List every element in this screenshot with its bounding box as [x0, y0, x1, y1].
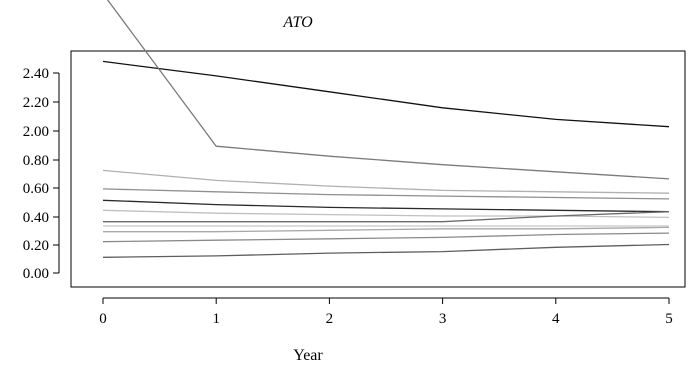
- x-tick-label: 0: [99, 311, 107, 327]
- series-line-3: [102, 169, 670, 194]
- x-axis-label: Year: [293, 347, 323, 364]
- y-tick-label: 0.40: [23, 210, 49, 226]
- series-line-7: [103, 211, 670, 223]
- series-line-2: [106, 0, 670, 180]
- x-axis-ticks: 0 1 2 3 4 5: [99, 298, 673, 327]
- y-tick-label: 0.00: [23, 266, 49, 282]
- x-tick-label: 3: [439, 311, 447, 327]
- chart-title: ATO: [282, 14, 313, 31]
- y-tick-label: 0.80: [23, 153, 49, 169]
- y-tick-label: 0.60: [23, 181, 49, 197]
- y-tick-label: 0.20: [23, 238, 49, 254]
- series-lines: [102, 0, 670, 258]
- x-tick-label: 1: [212, 311, 220, 327]
- series-line-1: [102, 60, 670, 128]
- y-tick-label: 2.00: [23, 124, 49, 140]
- y-tick-label: 2.40: [23, 66, 49, 82]
- series-line-9: [103, 226, 670, 233]
- x-tick-label: 5: [665, 311, 673, 327]
- series-line-10: [102, 232, 670, 243]
- series-line-6: [102, 209, 670, 219]
- series-line-5: [102, 199, 670, 213]
- y-tick-label: 2.20: [23, 95, 49, 111]
- x-tick-label: 2: [326, 311, 334, 327]
- x-tick-label: 4: [552, 311, 560, 327]
- series-line-11: [102, 243, 670, 258]
- plot-frame: [70, 50, 686, 288]
- series-line-4: [102, 188, 670, 200]
- y-axis-ticks: 2.40 2.20 2.00 0.80 0.60 0.40 0.20 0.00: [23, 66, 59, 282]
